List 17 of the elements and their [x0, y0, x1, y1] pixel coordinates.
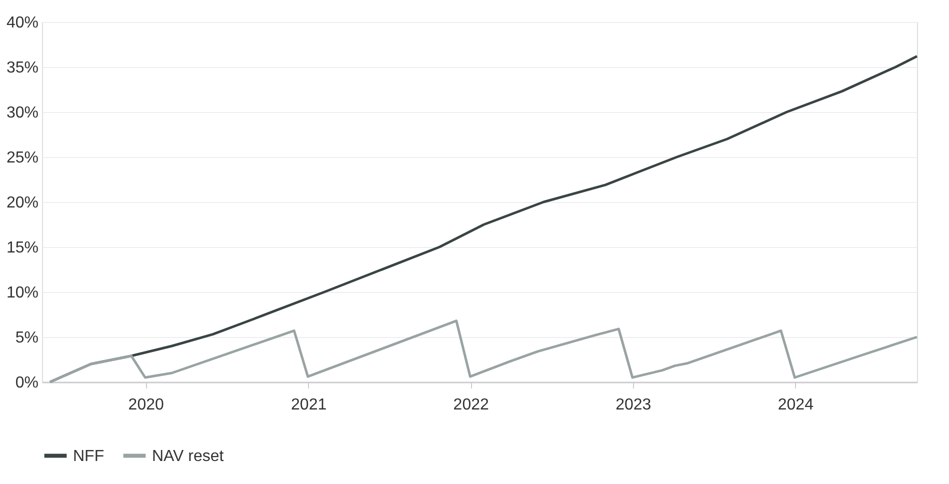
y-tick-label: 15% [6, 240, 38, 256]
y-tick-label: 0% [15, 374, 38, 392]
legend-label: NAV reset [152, 448, 224, 465]
x-tick-label: 2024 [778, 396, 814, 414]
y-tick-label: 30% [6, 104, 38, 122]
x-tick-label: 2023 [616, 396, 652, 414]
y-tick-label: 5% [15, 330, 38, 346]
y-tick-label: 20% [6, 194, 38, 212]
line-series [48, 320, 918, 384]
y-tick-label: 25% [6, 150, 38, 166]
y-tick-label: 10% [6, 284, 38, 302]
x-tick-label: 2021 [291, 396, 327, 414]
y-tick-label: 35% [6, 60, 38, 76]
y-tick-label: 40% [6, 14, 38, 32]
x-tick-label: 2020 [128, 396, 164, 414]
legend-label: NFF [73, 448, 104, 465]
x-tick-label: 2022 [453, 396, 490, 414]
